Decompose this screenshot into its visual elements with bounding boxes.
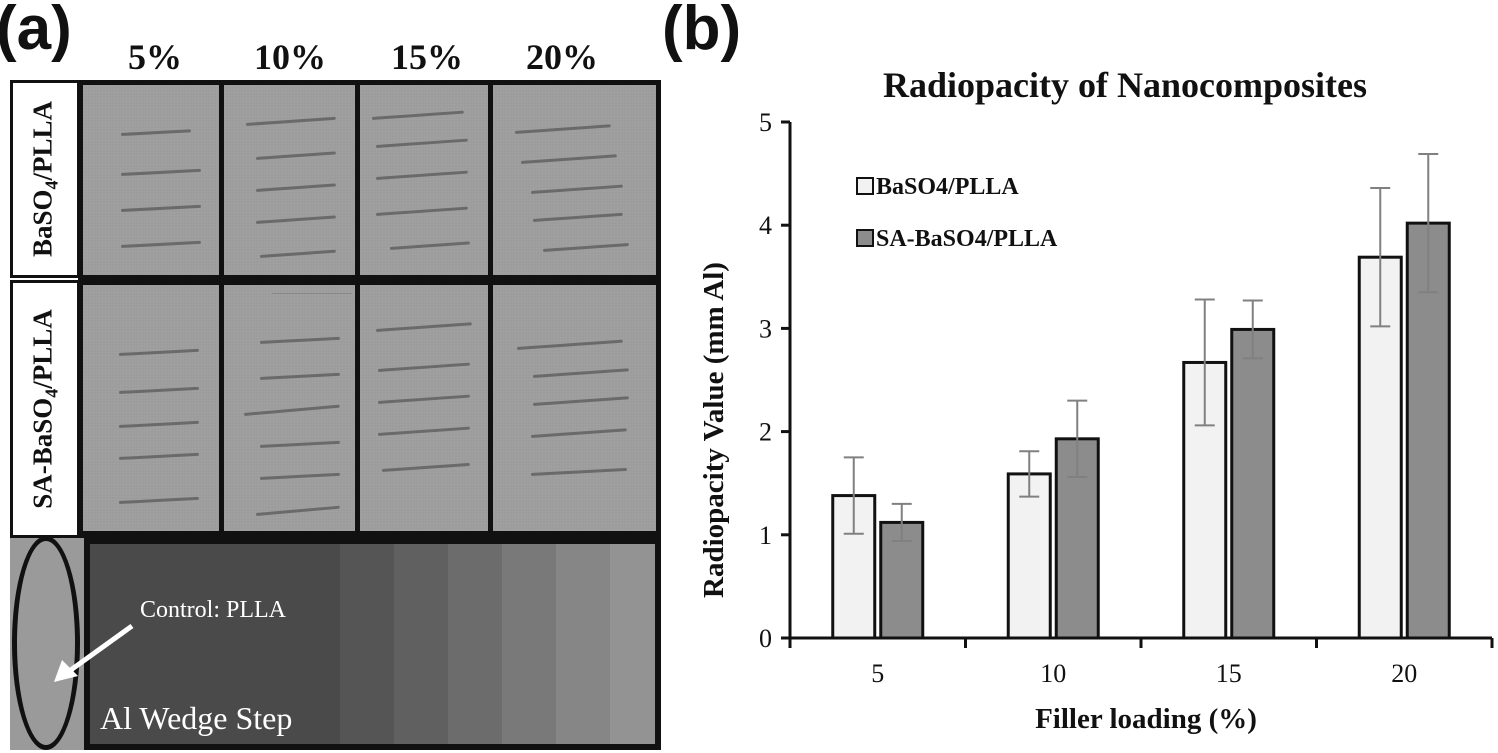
column-label-5: 5% xyxy=(128,37,182,77)
y-tick-label: 1 xyxy=(759,521,772,550)
legend-label-baso4: BaSO4/PLLA xyxy=(876,174,1019,200)
control-highlight-oval xyxy=(12,536,80,750)
xray-cell xyxy=(83,285,219,531)
radiopacity-bar-chart: Radiopacity of Nanocomposites Radiopacit… xyxy=(698,65,1494,735)
x-tick-label: 10 xyxy=(1040,659,1066,688)
xray-image-grid xyxy=(78,80,661,540)
y-tick-label: 2 xyxy=(759,418,772,447)
xray-cell xyxy=(493,285,656,531)
x-tick-label: 15 xyxy=(1216,659,1242,688)
chart-title: Radiopacity of Nanocomposites xyxy=(883,65,1367,105)
column-label-20: 20% xyxy=(526,37,598,77)
xray-cell xyxy=(83,85,219,275)
x-tick-label: 20 xyxy=(1391,659,1417,688)
y-tick-label: 4 xyxy=(759,211,772,240)
y-tick-label: 5 xyxy=(759,108,772,137)
al-wedge-step-label: Al Wedge Step xyxy=(100,700,293,736)
row-label-box-sa-baso4: SA-BaSO4/PLLA xyxy=(10,280,80,538)
bar-sa-baso4 xyxy=(1230,327,1276,640)
column-label-10: 10% xyxy=(254,37,326,77)
legend-swatch-baso4 xyxy=(856,177,874,195)
legend: BaSO4/PLLA SA-BaSO4/PLLA xyxy=(856,174,1058,252)
y-tick-label: 3 xyxy=(759,314,772,343)
x-tick-label: 5 xyxy=(871,659,884,688)
control-label: Control: PLLA xyxy=(140,597,287,623)
xray-cell xyxy=(224,85,355,275)
xray-cell xyxy=(360,85,488,275)
y-tick-label: 0 xyxy=(759,624,772,653)
xray-cell xyxy=(493,85,656,275)
legend-swatch-sa-baso4 xyxy=(856,229,874,247)
bar-baso4 xyxy=(1182,360,1228,640)
legend-label-sa-baso4: SA-BaSO4/PLLA xyxy=(876,226,1058,252)
row-label-sa-baso4: SA-BaSO4/PLLA xyxy=(27,309,62,509)
column-label-15: 15% xyxy=(391,37,463,77)
xray-cell xyxy=(360,285,488,531)
panel-a-label: (a) xyxy=(0,0,72,63)
row-label-box-baso4: BaSO4/PLLA xyxy=(10,80,80,278)
control-arrow xyxy=(54,623,134,682)
panel-b-label: (b) xyxy=(662,0,742,63)
bar-baso4 xyxy=(1006,472,1052,640)
y-axis-label: Radiopacity Value (mm Al) xyxy=(698,262,730,598)
xray-cell xyxy=(224,285,355,531)
al-wedge-step-image xyxy=(84,538,661,750)
x-axis-label: Filler loading (%) xyxy=(1035,703,1257,735)
row-label-baso4: BaSO4/PLLA xyxy=(27,100,62,258)
